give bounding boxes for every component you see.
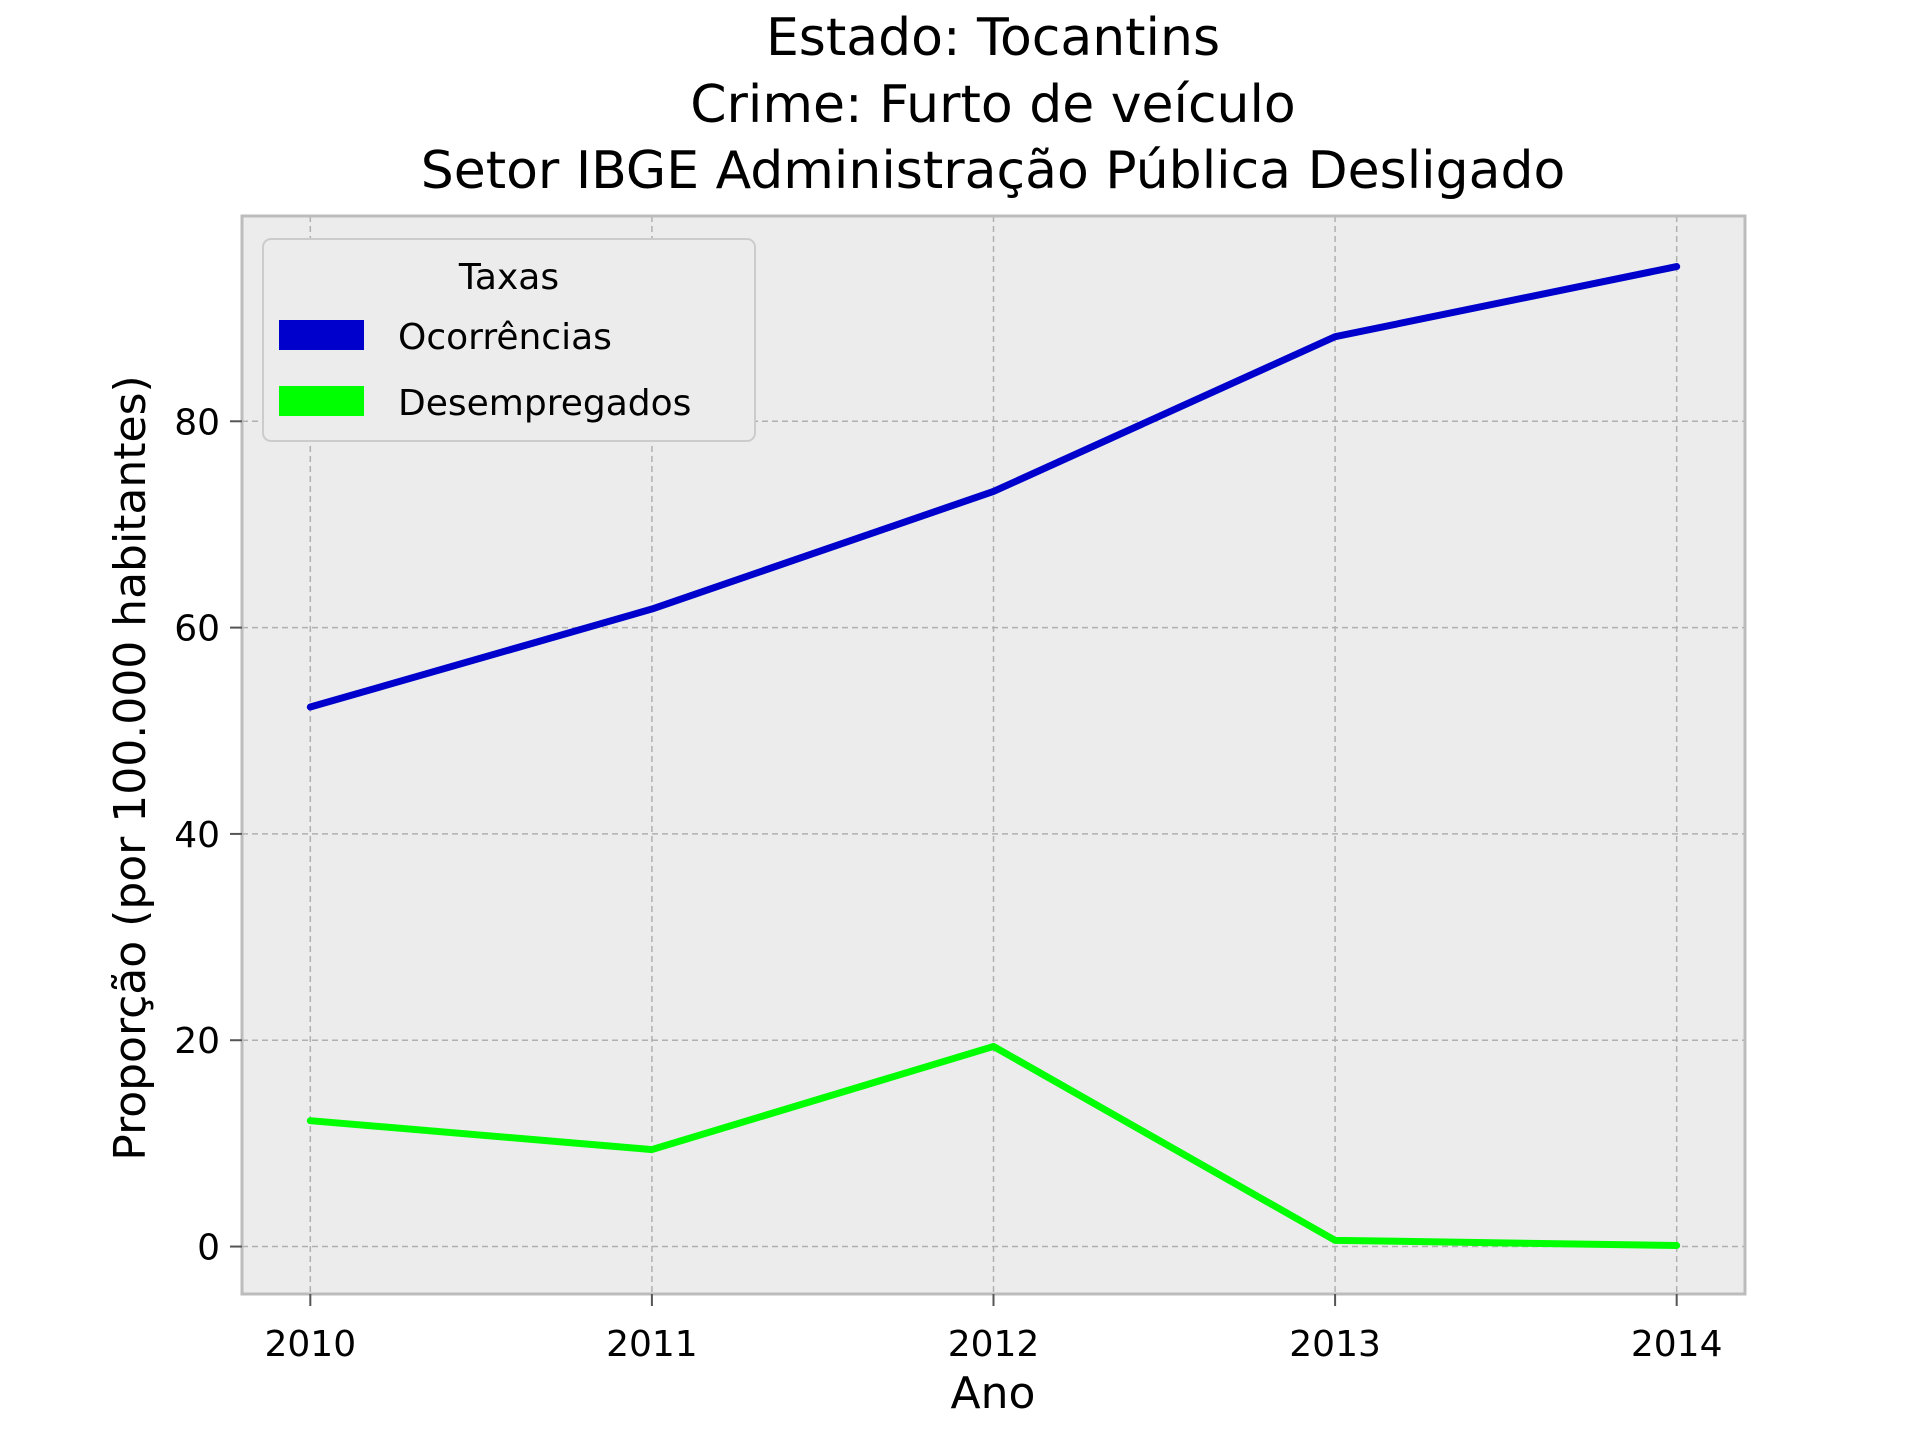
legend-box	[262, 238, 756, 442]
data-point	[309, 706, 312, 709]
data-point	[309, 1119, 312, 1122]
y-axis-label: Proporção (por 100.000 habitantes)	[105, 375, 156, 1160]
tick-labels: 2010 2011 2012 2013 2014 0 20 40 60 80	[174, 402, 1722, 1365]
y-tick-label: 60	[174, 609, 220, 650]
y-tick-label: 40	[174, 815, 220, 856]
data-point	[1334, 1239, 1337, 1242]
data-series	[306, 263, 1681, 1250]
x-tick-label: 2011	[606, 1324, 698, 1365]
data-point	[1675, 1244, 1678, 1247]
y-tick-label: 20	[174, 1021, 220, 1062]
data-point	[1334, 335, 1337, 338]
x-tick-label: 2010	[265, 1324, 357, 1365]
x-tick-label: 2012	[948, 1324, 1040, 1365]
legend: Taxas Ocorrências Desempregados	[262, 238, 756, 442]
chart-title-line-2: Crime: Furto de veículo	[690, 75, 1296, 135]
legend-label-desempregados: Desempregados	[398, 383, 691, 424]
data-point	[992, 1045, 995, 1048]
chart-title-line-3: Setor IBGE Administração Pública Desliga…	[421, 141, 1566, 201]
data-point	[992, 490, 995, 493]
data-point	[650, 1148, 653, 1151]
legend-label-ocorrencias: Ocorrências	[398, 317, 612, 358]
legend-title: Taxas	[458, 257, 559, 298]
x-tick-label: 2014	[1631, 1324, 1723, 1365]
data-point	[650, 608, 653, 611]
x-tick-label: 2013	[1289, 1324, 1381, 1365]
chart-title: Estado: Tocantins Crime: Furto de veícul…	[421, 8, 1566, 201]
chart-title-line-1: Estado: Tocantins	[766, 8, 1220, 68]
x-axis-label: Ano	[951, 1368, 1036, 1419]
legend-swatch-desempregados	[279, 386, 364, 416]
data-point	[1675, 265, 1678, 268]
y-tick-label: 80	[174, 402, 220, 443]
y-tick-label: 0	[197, 1228, 220, 1269]
legend-swatch-ocorrencias	[279, 320, 364, 350]
